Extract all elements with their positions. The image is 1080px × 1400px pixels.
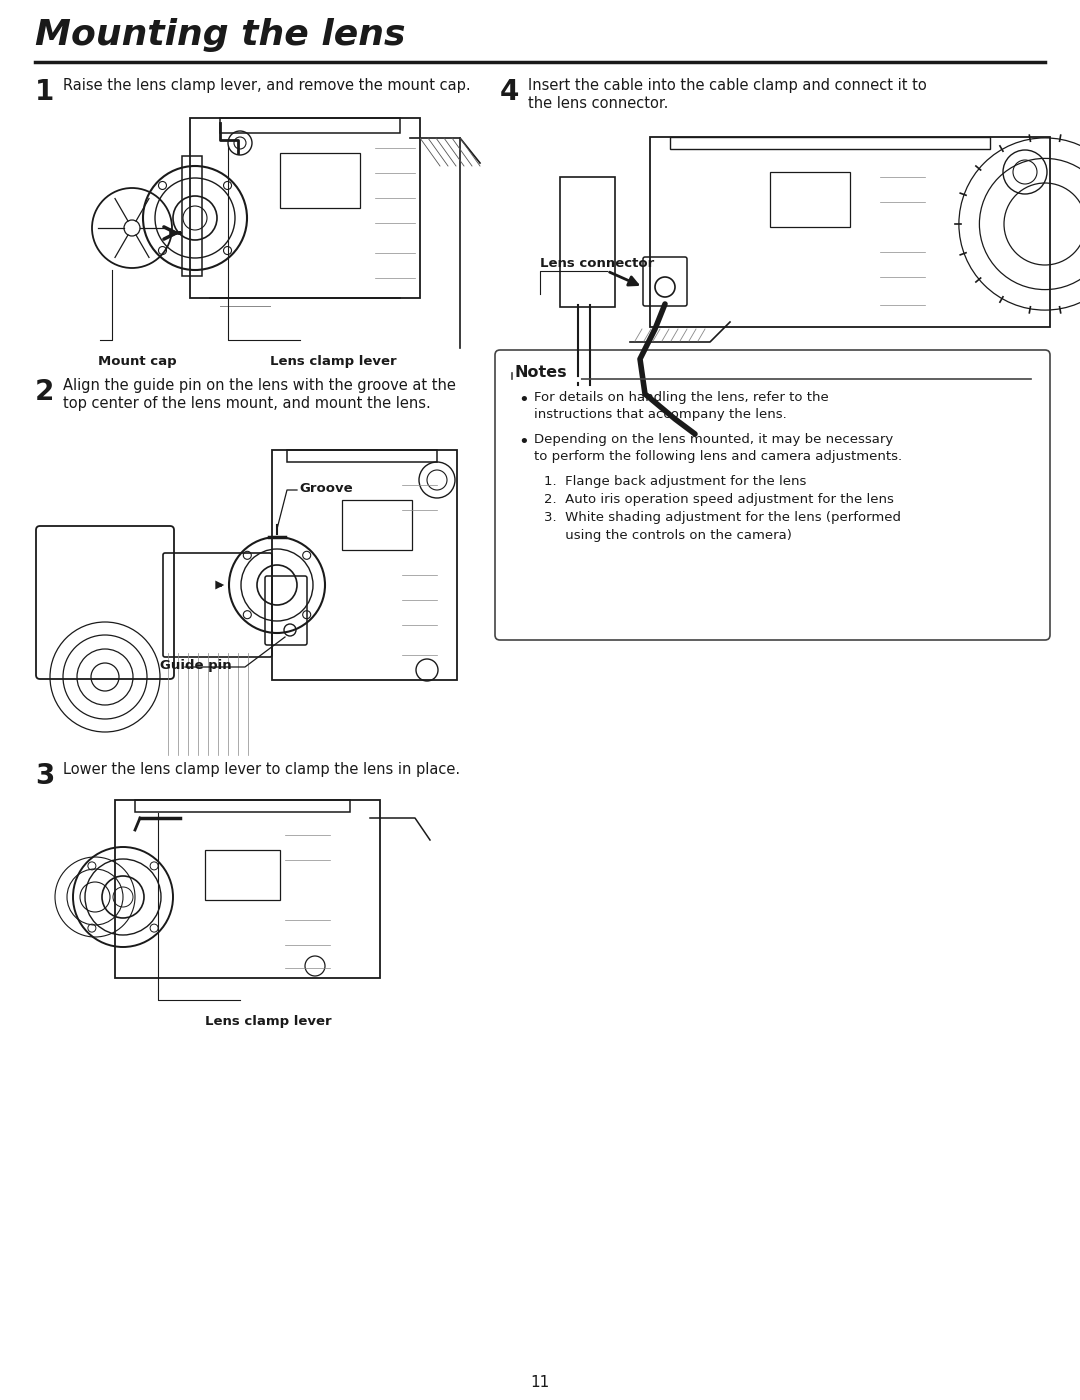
Text: 1.  Flange back adjustment for the lens: 1. Flange back adjustment for the lens	[544, 475, 807, 489]
Text: 2.  Auto iris operation speed adjustment for the lens: 2. Auto iris operation speed adjustment …	[544, 493, 894, 505]
FancyBboxPatch shape	[495, 350, 1050, 640]
Text: 1: 1	[35, 78, 54, 106]
Text: Lens clamp lever: Lens clamp lever	[205, 1015, 332, 1028]
FancyArrowPatch shape	[170, 228, 179, 238]
FancyArrowPatch shape	[609, 272, 637, 286]
Text: Lens clamp lever: Lens clamp lever	[270, 356, 396, 368]
Text: to perform the following lens and camera adjustments.: to perform the following lens and camera…	[534, 449, 902, 463]
Text: Mounting the lens: Mounting the lens	[35, 18, 405, 52]
Text: Mount cap: Mount cap	[98, 356, 177, 368]
Text: Align the guide pin on the lens with the groove at the: Align the guide pin on the lens with the…	[63, 378, 456, 393]
Text: Raise the lens clamp lever, and remove the mount cap.: Raise the lens clamp lever, and remove t…	[63, 78, 471, 92]
Text: For details on handling the lens, refer to the: For details on handling the lens, refer …	[534, 391, 828, 405]
Text: Depending on the lens mounted, it may be necessary: Depending on the lens mounted, it may be…	[534, 433, 893, 447]
Text: Lens connector: Lens connector	[540, 258, 654, 270]
Text: •: •	[518, 391, 529, 409]
Text: Lower the lens clamp lever to clamp the lens in place.: Lower the lens clamp lever to clamp the …	[63, 762, 460, 777]
Text: the lens connector.: the lens connector.	[528, 97, 669, 111]
Text: using the controls on the camera): using the controls on the camera)	[544, 529, 792, 542]
Text: Notes: Notes	[514, 365, 567, 379]
Text: 11: 11	[530, 1375, 550, 1390]
Text: Guide pin: Guide pin	[160, 659, 231, 672]
Text: •: •	[518, 433, 529, 451]
Text: Insert the cable into the cable clamp and connect it to: Insert the cable into the cable clamp an…	[528, 78, 927, 92]
Text: instructions that accompany the lens.: instructions that accompany the lens.	[534, 407, 786, 421]
Text: 2: 2	[35, 378, 54, 406]
Text: 3.  White shading adjustment for the lens (performed: 3. White shading adjustment for the lens…	[544, 511, 901, 524]
FancyArrowPatch shape	[215, 581, 225, 589]
Text: 3: 3	[35, 762, 54, 790]
Text: top center of the lens mount, and mount the lens.: top center of the lens mount, and mount …	[63, 396, 431, 412]
Text: 4: 4	[500, 78, 519, 106]
Text: Groove: Groove	[299, 482, 353, 496]
